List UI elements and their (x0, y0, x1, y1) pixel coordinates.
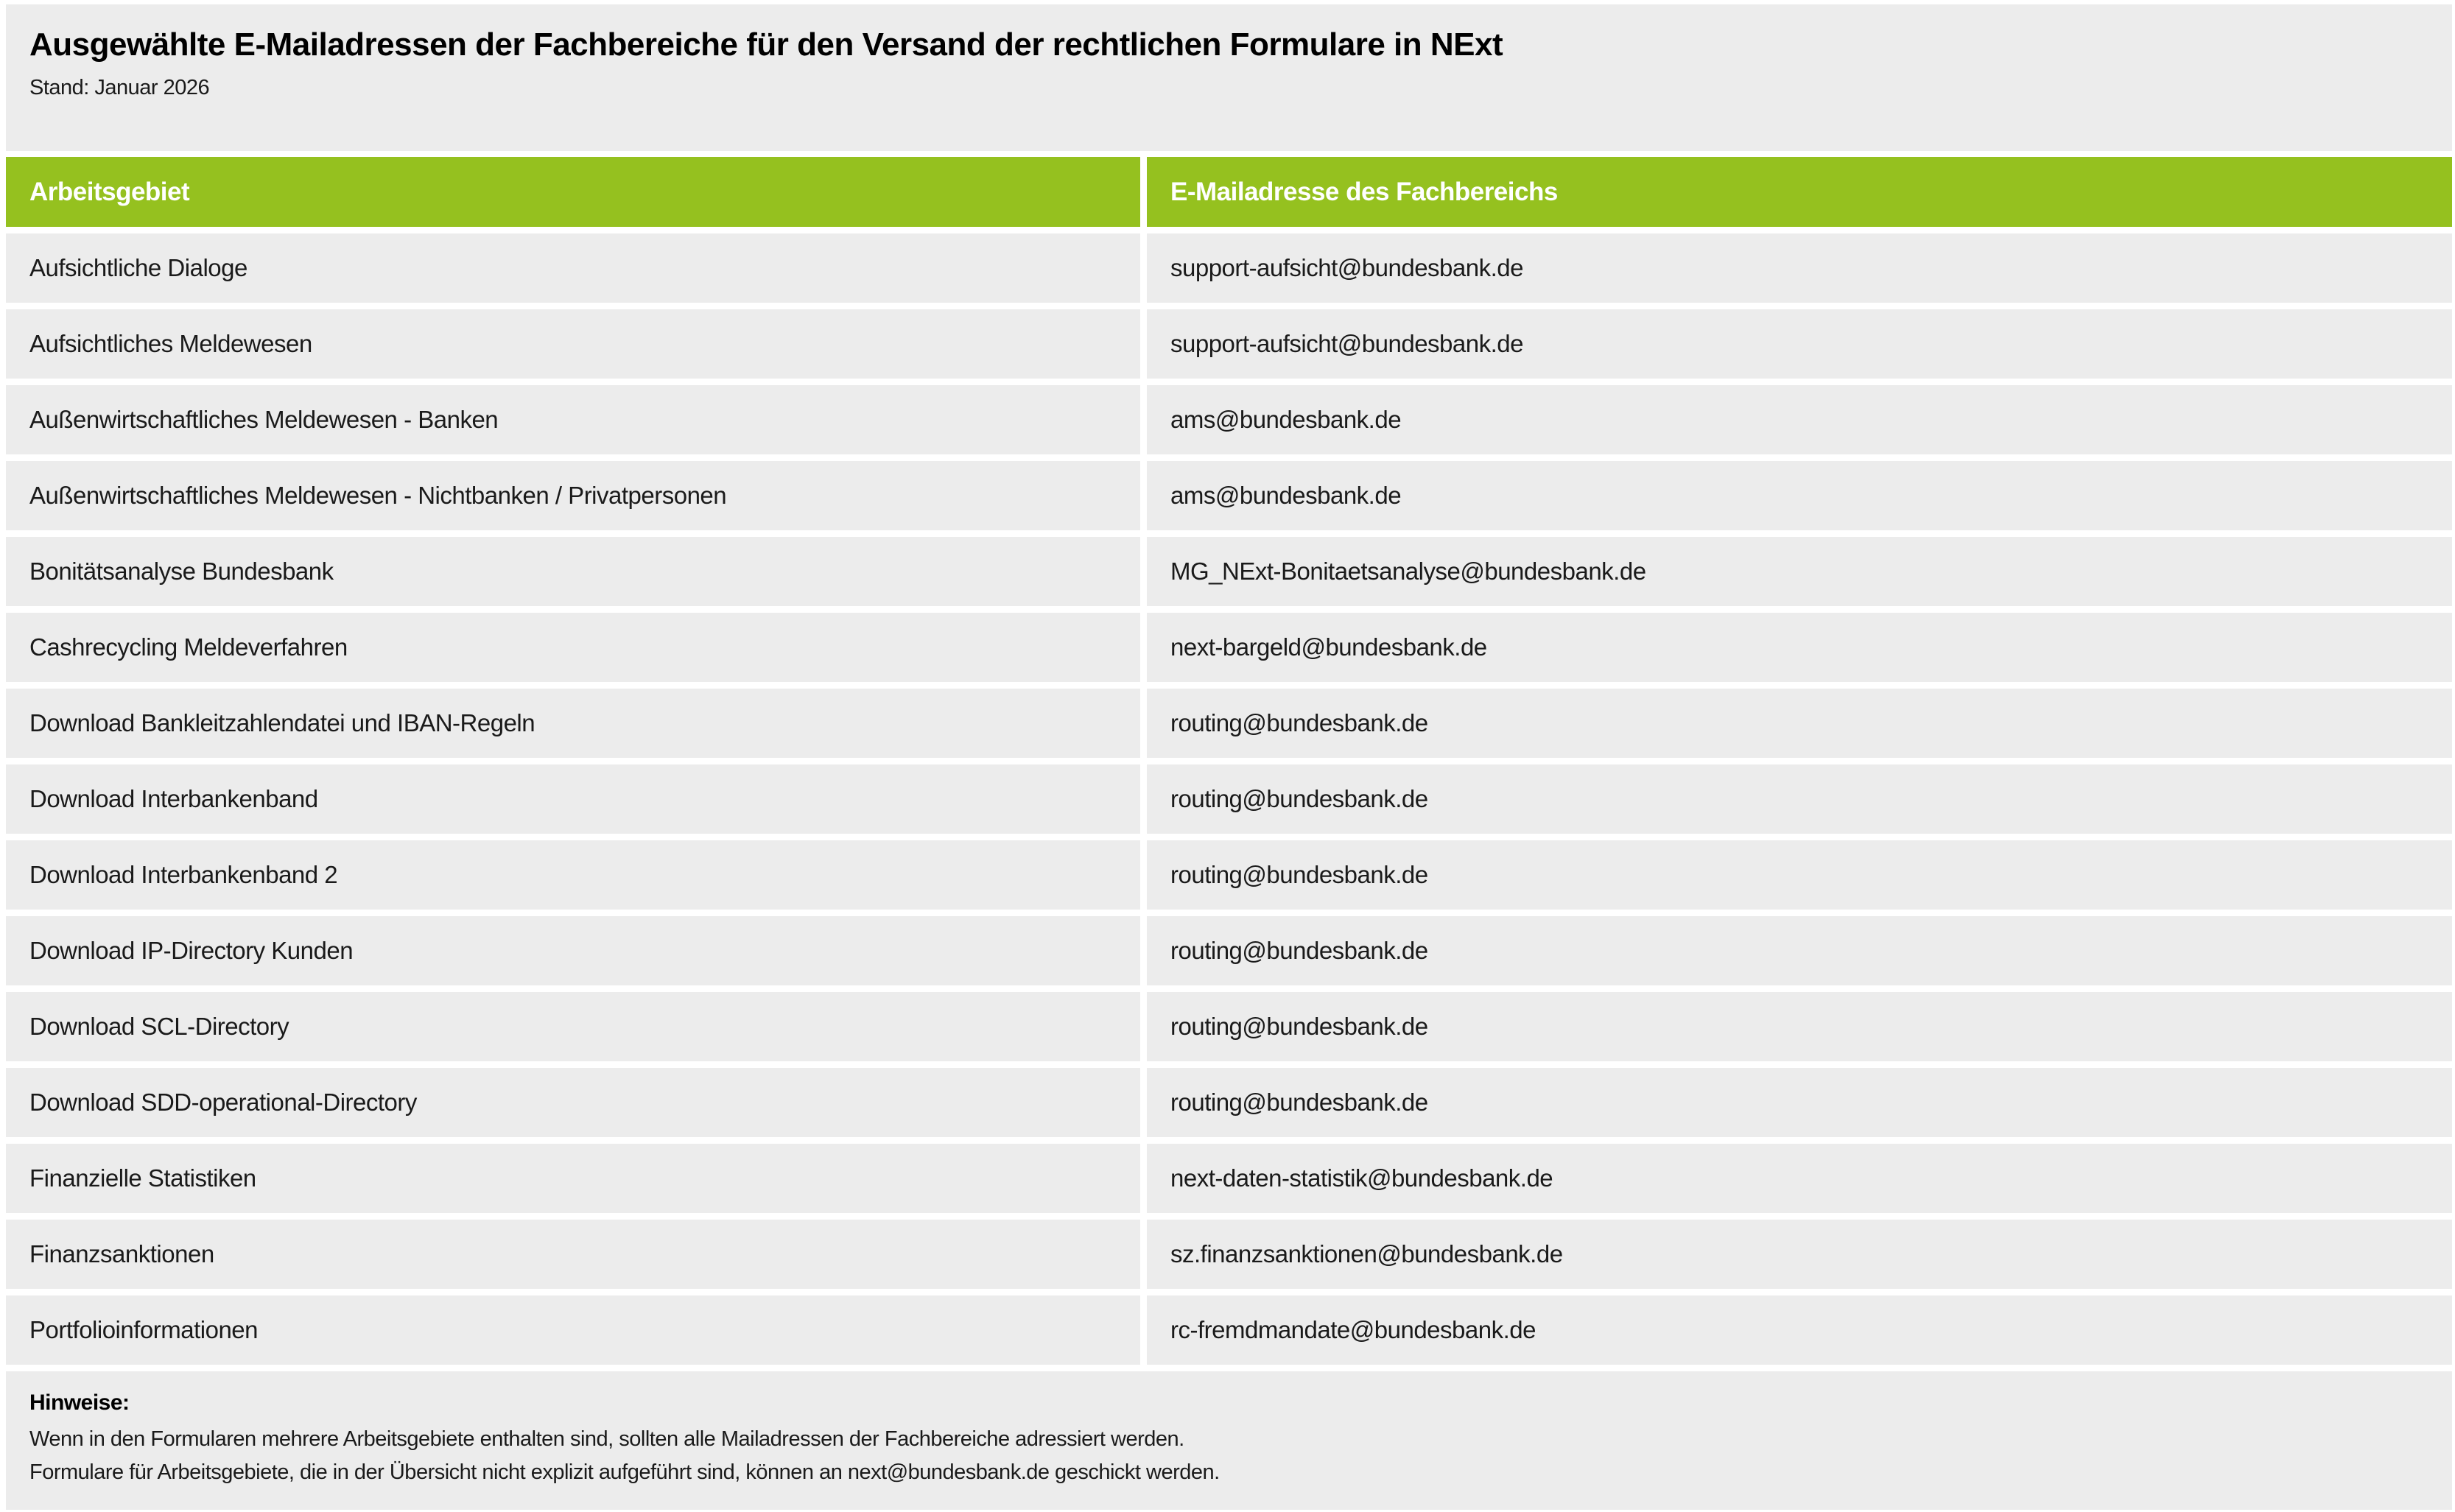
table-row: Download IP-Directory Kunden routing@bun… (6, 916, 2452, 985)
email-cell: routing@bundesbank.de (1147, 689, 2452, 758)
table-row: Finanzsanktionen sz.finanzsanktionen@bun… (6, 1220, 2452, 1289)
email-cell: routing@bundesbank.de (1147, 992, 2452, 1061)
table-row: Finanzielle Statistiken next-daten-stati… (6, 1144, 2452, 1213)
arbeitsgebiet-cell: Bonitätsanalyse Bundesbank (6, 537, 1140, 606)
table-row: Download Interbankenband routing@bundesb… (6, 764, 2452, 834)
arbeitsgebiet-cell: Download Interbankenband (6, 764, 1140, 834)
arbeitsgebiet-cell: Download IP-Directory Kunden (6, 916, 1140, 985)
arbeitsgebiet-cell: Außenwirtschaftliches Meldewesen - Banke… (6, 385, 1140, 454)
table-row: Außenwirtschaftliches Meldewesen - Nicht… (6, 461, 2452, 530)
arbeitsgebiet-cell: Download Bankleitzahlendatei und IBAN-Re… (6, 689, 1140, 758)
title-block: Ausgewählte E-Mailadressen der Fachberei… (6, 4, 2452, 151)
table-row: Download SCL-Directory routing@bundesban… (6, 992, 2452, 1061)
table-row: Download Bankleitzahlendatei und IBAN-Re… (6, 689, 2452, 758)
arbeitsgebiet-cell: Download Interbankenband 2 (6, 840, 1140, 910)
arbeitsgebiet-cell: Finanzielle Statistiken (6, 1144, 1140, 1213)
table-row: Portfolioinformationen rc-fremdmandate@b… (6, 1295, 2452, 1365)
email-cell: routing@bundesbank.de (1147, 840, 2452, 910)
notes-block: Hinweise: Wenn in den Formularen mehrere… (6, 1371, 2452, 1510)
note-line: Wenn in den Formularen mehrere Arbeitsge… (29, 1427, 1184, 1451)
email-cell: ams@bundesbank.de (1147, 385, 2452, 454)
email-cell: next-daten-statistik@bundesbank.de (1147, 1144, 2452, 1213)
email-cell: next-bargeld@bundesbank.de (1147, 613, 2452, 682)
arbeitsgebiet-cell: Finanzsanktionen (6, 1220, 1140, 1289)
arbeitsgebiet-cell: Portfolioinformationen (6, 1295, 1140, 1365)
page-content: Ausgewählte E-Mailadressen der Fachberei… (6, 4, 2452, 1510)
table-row: Aufsichtliche Dialoge support-aufsicht@b… (6, 233, 2452, 303)
table-header-row: Arbeitsgebiet E-Mailadresse des Fachbere… (6, 157, 2452, 227)
column-header-email: E-Mailadresse des Fachbereichs (1147, 157, 2452, 227)
email-cell: rc-fremdmandate@bundesbank.de (1147, 1295, 2452, 1365)
table-row: Download Interbankenband 2 routing@bunde… (6, 840, 2452, 910)
arbeitsgebiet-cell: Download SCL-Directory (6, 992, 1140, 1061)
email-cell: routing@bundesbank.de (1147, 764, 2452, 834)
email-cell: routing@bundesbank.de (1147, 1068, 2452, 1137)
email-cell: sz.finanzsanktionen@bundesbank.de (1147, 1220, 2452, 1289)
table-row: Download SDD-operational-Directory routi… (6, 1068, 2452, 1137)
email-cell: MG_NExt-Bonitaetsanalyse@bundesbank.de (1147, 537, 2452, 606)
email-cell: support-aufsicht@bundesbank.de (1147, 233, 2452, 303)
email-cell: ams@bundesbank.de (1147, 461, 2452, 530)
arbeitsgebiet-cell: Cashrecycling Meldeverfahren (6, 613, 1140, 682)
note-line: Formulare für Arbeitsgebiete, die in der… (29, 1460, 1220, 1484)
page-title: Ausgewählte E-Mailadressen der Fachberei… (29, 27, 1503, 63)
page-subtitle: Stand: Januar 2026 (29, 75, 210, 99)
column-header-arbeitsgebiet: Arbeitsgebiet (6, 157, 1140, 227)
table-row: Aufsichtliches Meldewesen support-aufsic… (6, 309, 2452, 379)
table-row: Außenwirtschaftliches Meldewesen - Banke… (6, 385, 2452, 454)
arbeitsgebiet-cell: Download SDD-operational-Directory (6, 1068, 1140, 1137)
arbeitsgebiet-cell: Aufsichtliches Meldewesen (6, 309, 1140, 379)
arbeitsgebiet-cell: Außenwirtschaftliches Meldewesen - Nicht… (6, 461, 1140, 530)
table-row: Cashrecycling Meldeverfahren next-bargel… (6, 613, 2452, 682)
email-cell: routing@bundesbank.de (1147, 916, 2452, 985)
email-cell: support-aufsicht@bundesbank.de (1147, 309, 2452, 379)
notes-heading: Hinweise: (29, 1390, 130, 1415)
arbeitsgebiet-cell: Aufsichtliche Dialoge (6, 233, 1140, 303)
table-row: Bonitätsanalyse Bundesbank MG_NExt-Bonit… (6, 537, 2452, 606)
